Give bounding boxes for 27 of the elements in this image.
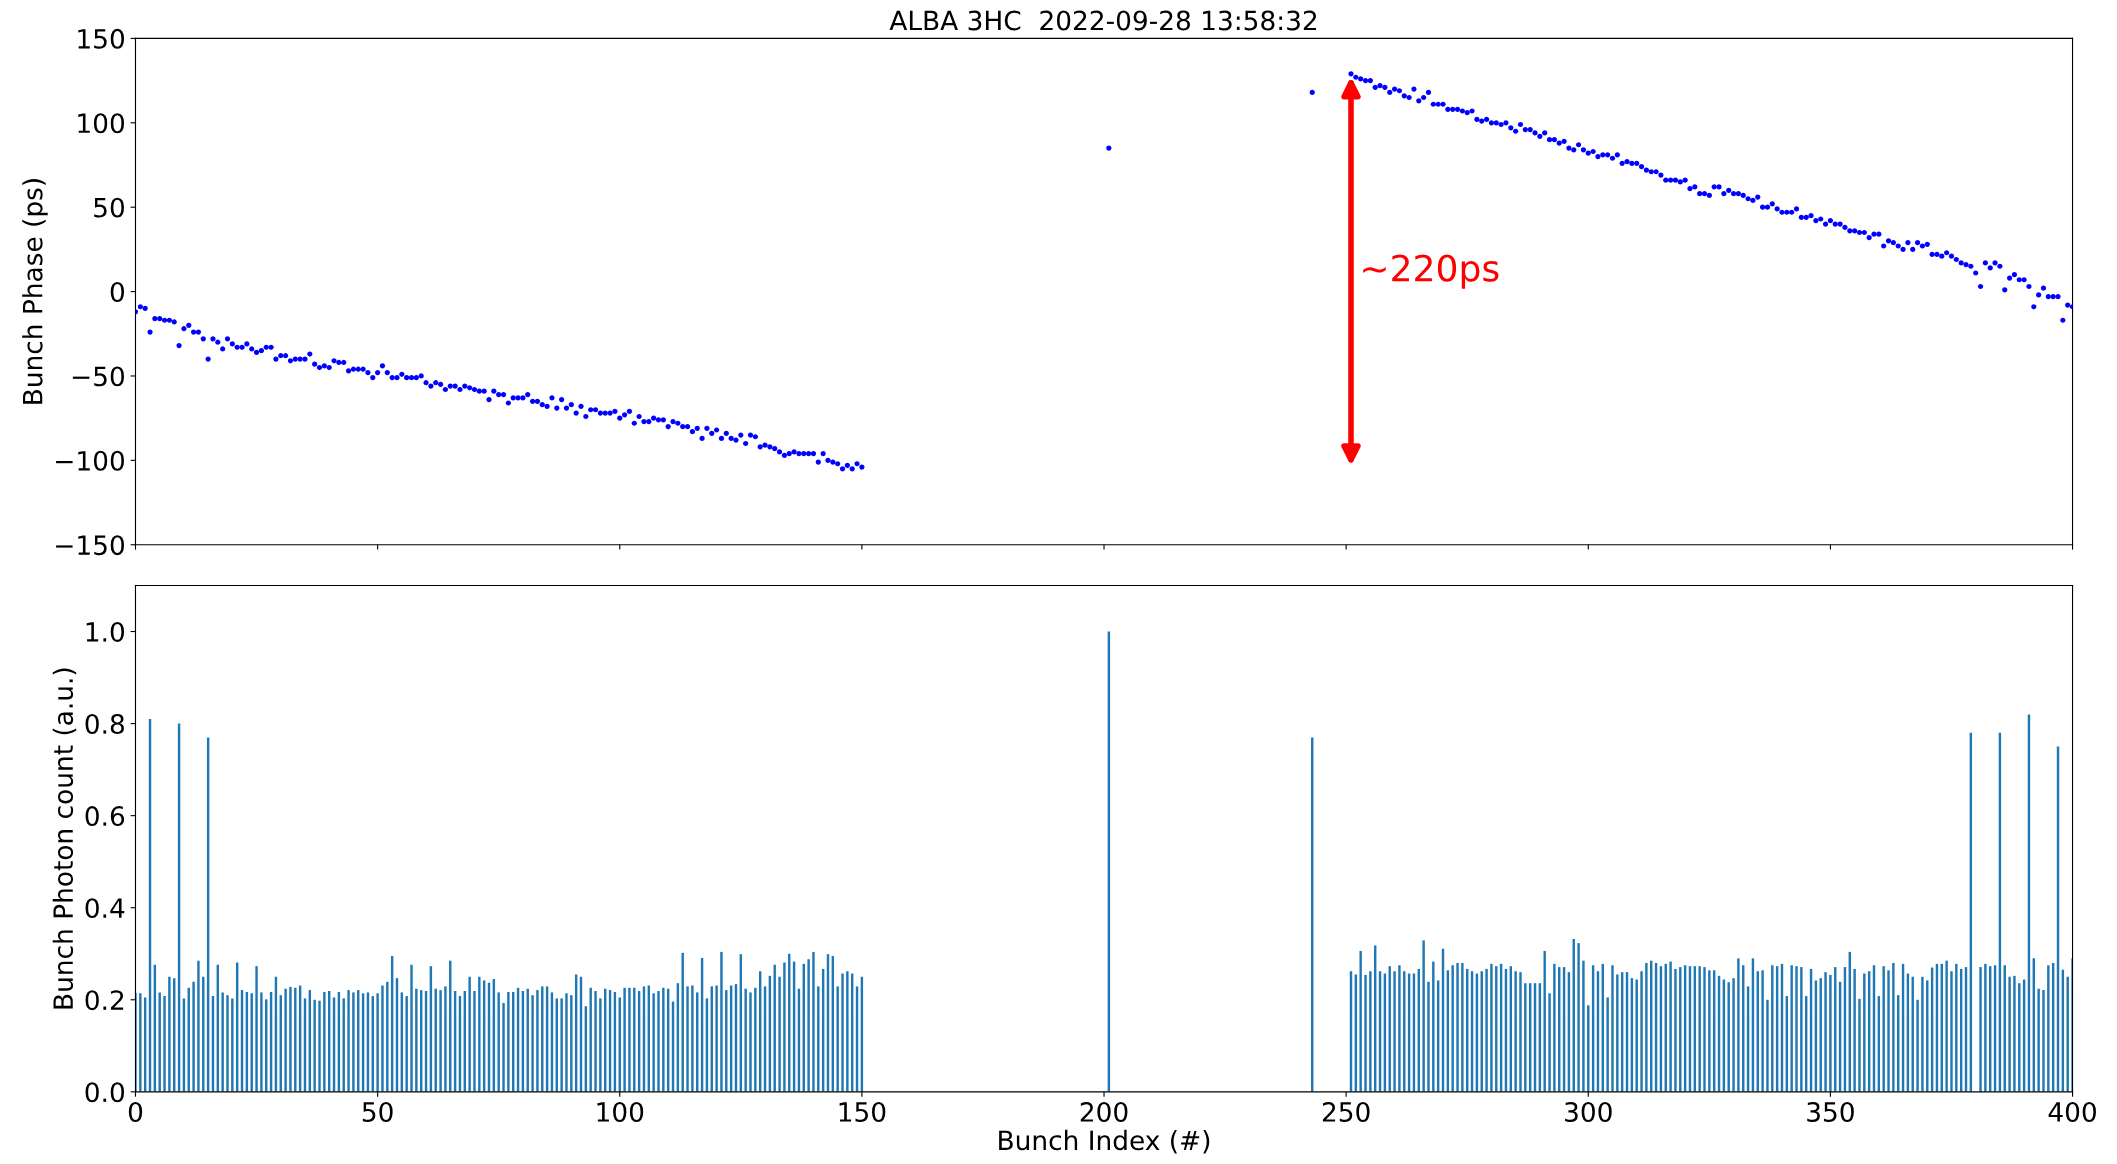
chart-title: ALBA 3HC 2022-09-28 13:58:32 xyxy=(889,10,1317,31)
x-tick-label: 100 xyxy=(597,1102,644,1122)
x-tick-label: 300 xyxy=(1565,1102,1612,1122)
y-tick-label: 150 xyxy=(78,28,125,49)
y-tick-label: 50 xyxy=(94,197,125,218)
y-tick-label: 0 xyxy=(110,282,125,302)
x-tick-label: 150 xyxy=(839,1102,886,1122)
x-tick-label: 0 xyxy=(128,1102,143,1122)
annotation: ~220ps xyxy=(1363,254,1499,289)
y-tick-label: −100 xyxy=(56,450,125,471)
x-tick-label: 50 xyxy=(362,1102,393,1122)
x-tick-label: 350 xyxy=(1807,1102,1854,1122)
y-tick-label: 0.0 xyxy=(85,1082,125,1103)
y-axis-title: Bunch Phase (ps) xyxy=(22,179,48,404)
x-tick-label: 250 xyxy=(1322,1102,1370,1122)
x-axis-title: Bunch Index (#) xyxy=(999,1129,1210,1154)
y-tick-label: 100 xyxy=(78,113,125,134)
y-tick-label: 0.2 xyxy=(85,990,124,1011)
y-tick-label: 0.8 xyxy=(85,714,124,734)
y-tick-label: −50 xyxy=(72,366,125,387)
y-tick-label: 0.6 xyxy=(85,806,125,827)
x-tick-label: 400 xyxy=(2048,1102,2096,1122)
y-tick-label: 0.4 xyxy=(85,898,125,919)
x-tick-label: 200 xyxy=(1080,1102,1128,1122)
y-tick-label: 1.0 xyxy=(86,621,125,642)
y-tick-label: −150 xyxy=(56,535,125,556)
y-axis-title: Bunch Photon count (a.u.) xyxy=(52,668,77,1009)
